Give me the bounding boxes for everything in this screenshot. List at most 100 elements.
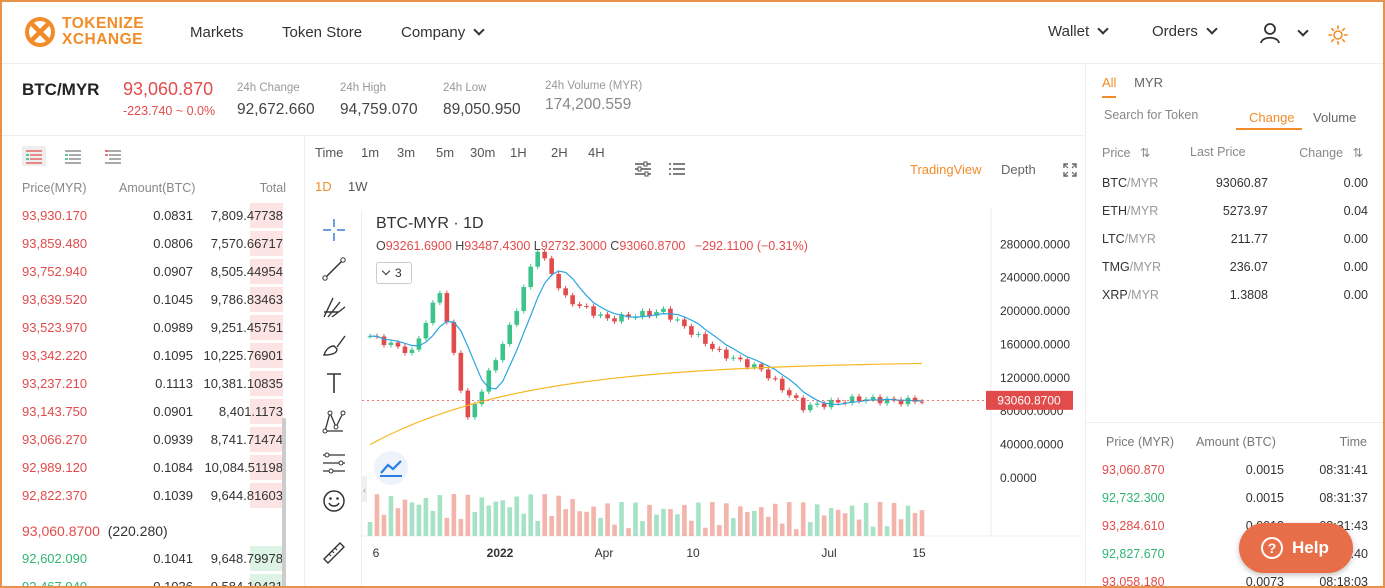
market-quote: /MYR bbox=[1124, 232, 1156, 246]
ob-ask-row[interactable]: 93,237.210 0.1113 10,381.10835 bbox=[2, 370, 305, 398]
logo[interactable]: TOKENIZE XCHANGE bbox=[24, 15, 174, 51]
market-row-ltc[interactable]: LTC/MYR 211.77 0.00 bbox=[1086, 226, 1383, 254]
ob-mid-price[interactable]: 93,060.8700 (220.280) bbox=[22, 523, 168, 539]
market-row-btc[interactable]: BTC/MYR 93060.87 0.00 bbox=[1086, 170, 1383, 198]
candle-body bbox=[626, 314, 631, 318]
candle-body bbox=[793, 395, 799, 398]
theme-sun-icon[interactable] bbox=[1328, 25, 1348, 45]
interval-5m[interactable]: 5m bbox=[436, 145, 455, 160]
candle-body bbox=[689, 326, 694, 335]
emoji-icon[interactable] bbox=[321, 488, 347, 514]
ob-ask-row[interactable]: 92,989.120 0.1084 10,084.51198 bbox=[2, 454, 305, 482]
orderbook-bids-icon[interactable] bbox=[61, 146, 85, 166]
chart-settings-icon[interactable] bbox=[634, 161, 652, 177]
nav-token-store[interactable]: Token Store bbox=[282, 24, 363, 41]
tab-all[interactable]: All bbox=[1102, 75, 1117, 98]
ob-scrollbar[interactable] bbox=[282, 418, 286, 586]
interval-2H[interactable]: 2H bbox=[551, 145, 568, 160]
ob-depth-bar bbox=[249, 287, 283, 312]
candle-body bbox=[654, 311, 659, 316]
market-row-xrp[interactable]: XRP/MYR 1.3808 0.00 bbox=[1086, 282, 1383, 310]
trade-row: 93,060.870 0.0015 08:31:41 bbox=[1086, 457, 1383, 485]
studies-toggle[interactable]: 3 bbox=[376, 262, 412, 284]
nav-orders[interactable]: Orders bbox=[1152, 23, 1218, 40]
volume-bar bbox=[842, 513, 848, 536]
ob-ask-row[interactable]: 93,143.750 0.0901 8,401.1173 bbox=[2, 398, 305, 426]
volume-bar bbox=[856, 519, 862, 536]
th-amount: Amount (BTC) bbox=[1196, 435, 1276, 449]
ohlc-close: 93060.8700 bbox=[619, 239, 686, 253]
toggle-change[interactable]: Change bbox=[1249, 110, 1295, 125]
volume-bar bbox=[696, 502, 701, 536]
help-button[interactable]: ? Help bbox=[1239, 523, 1353, 573]
fullscreen-icon[interactable] bbox=[1063, 163, 1077, 177]
ob-ask-price: 93,859.480 bbox=[22, 236, 88, 251]
ob-ask-row[interactable]: 93,066.270 0.0939 8,741.71474 bbox=[2, 426, 305, 454]
nav-markets[interactable]: Markets bbox=[190, 24, 244, 41]
user-icon[interactable] bbox=[1259, 22, 1281, 44]
ob-ask-row[interactable]: 93,859.480 0.0806 7,570.66717 bbox=[2, 230, 305, 258]
candle-body bbox=[500, 344, 506, 361]
tradingview-tab[interactable]: TradingView bbox=[910, 162, 982, 177]
text-tool-icon[interactable] bbox=[321, 370, 347, 396]
ob-bid-row[interactable]: 92,602.090 0.1041 9,648.79978 bbox=[2, 545, 305, 573]
orderbook-asks-icon[interactable] bbox=[101, 146, 125, 166]
tradingview-logo[interactable] bbox=[374, 451, 408, 485]
interval-3m[interactable]: 3m bbox=[397, 145, 416, 160]
volume-bar bbox=[528, 494, 534, 536]
prediction-icon[interactable] bbox=[321, 450, 347, 476]
candle-body bbox=[493, 360, 499, 371]
ob-ask-row[interactable]: 93,342.220 0.1095 10,225.76901 bbox=[2, 342, 305, 370]
depth-tab[interactable]: Depth bbox=[1001, 162, 1036, 177]
interval-30m[interactable]: 30m bbox=[470, 145, 496, 160]
ob-bid-row[interactable]: 92,467.940 0.1036 9,584.10431 bbox=[2, 573, 305, 586]
volume-bar bbox=[500, 500, 506, 536]
interval-1W[interactable]: 1W bbox=[348, 179, 368, 194]
collapse-chevron-icon[interactable]: ‹ bbox=[363, 485, 366, 495]
volume-bar bbox=[591, 506, 596, 536]
list-icon[interactable] bbox=[668, 161, 686, 177]
market-row-eth[interactable]: ETH/MYR 5273.97 0.04 bbox=[1086, 198, 1383, 226]
candle-body bbox=[542, 251, 547, 259]
volume-bar bbox=[752, 510, 757, 536]
collapse-toolbar-handle[interactable] bbox=[362, 476, 367, 502]
volume-bar bbox=[395, 508, 401, 536]
price-chart[interactable]: 280000.0000 240000.0000 200000.0000 160000.… bbox=[362, 196, 1082, 588]
mh-change[interactable]: Change ⇅ bbox=[1299, 145, 1363, 160]
market-row-tmg[interactable]: TMG/MYR 236.07 0.00 bbox=[1086, 254, 1383, 282]
pair-name[interactable]: BTC/MYR bbox=[22, 80, 100, 99]
user-menu-chevron-icon[interactable] bbox=[1297, 25, 1309, 37]
candle-body bbox=[402, 346, 408, 353]
ob-ask-row[interactable]: 93,523.970 0.0989 9,251.45751 bbox=[2, 314, 305, 342]
x-tick-label: Apr bbox=[595, 546, 614, 560]
ruler-icon[interactable] bbox=[321, 540, 347, 566]
ob-ask-row[interactable]: 93,752.940 0.0907 8,505.44954 bbox=[2, 258, 305, 286]
candle-body bbox=[423, 322, 429, 339]
interval-1m[interactable]: 1m bbox=[361, 145, 380, 160]
ob-ask-amount: 0.1113 bbox=[155, 376, 193, 391]
pattern-icon[interactable] bbox=[321, 409, 347, 435]
ob-ask-total: 7,809.47738 bbox=[210, 208, 283, 223]
candle-body bbox=[577, 304, 582, 306]
nav-wallet[interactable]: Wallet bbox=[1048, 23, 1109, 40]
ob-ask-row[interactable]: 93,930.170 0.0831 7,809.47738 bbox=[2, 202, 305, 230]
token-search-input[interactable]: Search for Token bbox=[1104, 108, 1199, 122]
crosshair-icon[interactable] bbox=[321, 217, 347, 243]
volume-bar bbox=[758, 507, 764, 536]
tab-myr[interactable]: MYR bbox=[1134, 75, 1163, 90]
volume-bar bbox=[738, 506, 743, 536]
brush-icon[interactable] bbox=[321, 332, 347, 358]
nav-company[interactable]: Company bbox=[401, 24, 485, 41]
chevron-down-icon bbox=[381, 266, 391, 276]
orderbook-both-icon[interactable] bbox=[22, 146, 46, 166]
market-last-price: 211.77 bbox=[1230, 232, 1268, 246]
pitchfork-icon[interactable] bbox=[321, 294, 347, 320]
mh-price[interactable]: Price ⇅ bbox=[1102, 145, 1150, 160]
interval-1H[interactable]: 1H bbox=[510, 145, 527, 160]
trendline-icon[interactable] bbox=[321, 256, 347, 282]
ob-ask-row[interactable]: 92,822.370 0.1039 9,644.81603 bbox=[2, 482, 305, 510]
interval-1D[interactable]: 1D bbox=[315, 179, 332, 194]
ob-ask-row[interactable]: 93,639.520 0.1045 9,786.83463 bbox=[2, 286, 305, 314]
toggle-volume[interactable]: Volume bbox=[1313, 110, 1357, 125]
interval-4H[interactable]: 4H bbox=[588, 145, 605, 160]
